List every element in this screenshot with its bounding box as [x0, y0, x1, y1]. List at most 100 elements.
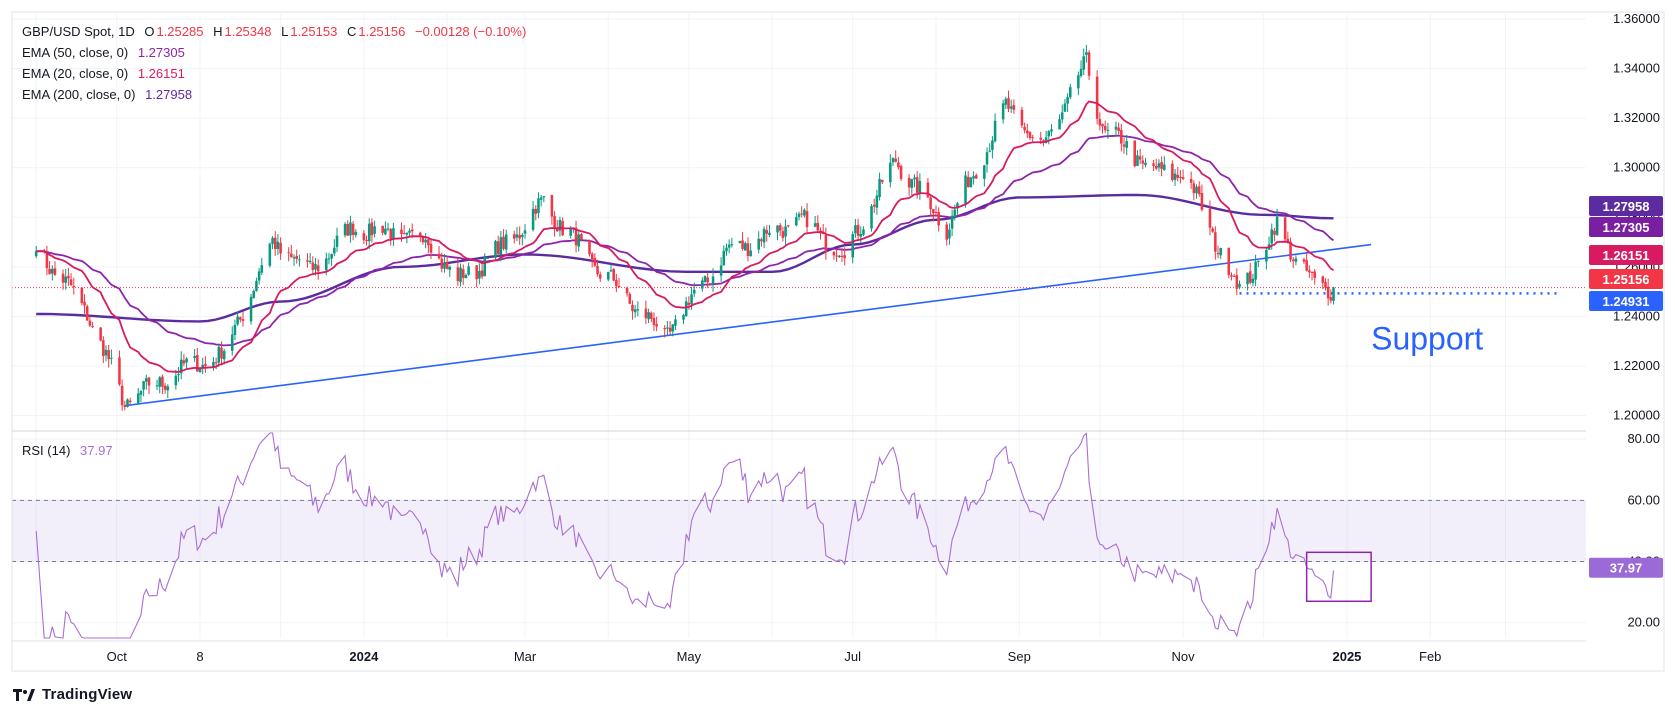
candle-body: [1079, 68, 1083, 76]
candle-body: [1248, 271, 1252, 283]
candle-body: [1305, 260, 1308, 271]
candle-body: [239, 317, 242, 320]
candle-body: [80, 287, 84, 304]
legend-c-label: C: [346, 24, 357, 39]
candle-body: [354, 231, 358, 236]
candle-body: [295, 255, 298, 259]
ascending-trendline: [124, 243, 1372, 407]
candle-body: [537, 198, 540, 214]
price-tag-bg: [1589, 245, 1663, 265]
candle-body: [1310, 272, 1314, 274]
candle-body: [386, 228, 390, 230]
candle-body: [222, 350, 226, 360]
candle-body: [1238, 283, 1241, 288]
candle-body: [918, 181, 922, 194]
candle-body: [255, 280, 258, 291]
candle-body: [515, 234, 519, 238]
candle-body: [410, 229, 414, 232]
legend-close: 1.25156: [358, 24, 406, 39]
candle-body: [424, 239, 427, 243]
candle-body: [220, 347, 223, 359]
candle-body: [805, 211, 809, 228]
time-tick-label: Feb: [1419, 649, 1441, 664]
candle-body: [910, 179, 914, 188]
chart-frame: [11, 11, 1665, 672]
candle-body: [577, 234, 581, 247]
candle-body: [61, 273, 65, 283]
candle-body: [179, 359, 183, 374]
candle-body: [1270, 229, 1274, 244]
candle-body: [1160, 162, 1163, 169]
candle-body: [666, 327, 669, 329]
candle-body: [1235, 275, 1239, 289]
candle-body: [969, 177, 973, 188]
candle-body: [722, 250, 726, 266]
candle-body: [607, 271, 610, 280]
candle-body: [709, 283, 712, 285]
candle-body: [292, 257, 296, 259]
candle-body: [746, 243, 750, 256]
candle-body: [483, 257, 487, 277]
candle-body: [531, 208, 535, 230]
candle-body: [1031, 137, 1034, 139]
price-tick-label: 1.24000: [1613, 308, 1660, 323]
candle-body: [147, 377, 151, 386]
candle-body: [513, 234, 516, 239]
legend-l-label: L: [281, 24, 289, 39]
candle-body: [1232, 275, 1236, 277]
candle-body: [889, 162, 892, 183]
candle-body: [276, 241, 280, 250]
legend-open: 1.25285: [156, 24, 204, 39]
candle-body: [757, 238, 760, 250]
candle-body: [1265, 249, 1268, 262]
candle-body: [835, 255, 838, 257]
candle-body: [373, 226, 376, 234]
candle-body: [166, 386, 170, 391]
candle-body: [625, 287, 629, 294]
candle-body: [99, 327, 102, 341]
footer[interactable]: TradingView: [12, 686, 132, 703]
candle-body: [975, 175, 978, 179]
candle-body: [1332, 287, 1335, 301]
candle-body: [727, 244, 731, 248]
candle-body: [123, 405, 127, 407]
time-tick-label: 2025: [1332, 649, 1361, 664]
candle-body: [813, 223, 817, 227]
candle-body: [1171, 163, 1174, 181]
candle-body: [405, 232, 409, 235]
candle-body: [128, 400, 132, 403]
candle-body: [636, 309, 640, 311]
candle-body: [212, 361, 215, 367]
candle-body: [104, 349, 108, 356]
candle-body: [486, 257, 489, 259]
time-tick-label: Mar: [514, 649, 537, 664]
price-tick-label: 1.36000: [1613, 11, 1660, 26]
candle-body: [421, 235, 425, 243]
legend-ema50-value: 1.27305: [137, 45, 185, 60]
candle-body: [1302, 259, 1306, 262]
candle-body: [1291, 259, 1295, 262]
candle-body: [631, 304, 634, 312]
candle-body: [1087, 52, 1091, 76]
candle-body: [558, 219, 562, 231]
candle-body: [1227, 247, 1231, 275]
candle-body: [985, 152, 989, 165]
price-tags: 1.27958 1.27305 1.26151 1.25156 1.24931 37.97: [1589, 196, 1663, 578]
candle-body: [1001, 103, 1005, 120]
legend-high: 1.25348: [224, 24, 272, 39]
candle-body: [475, 265, 478, 280]
candle-body: [362, 233, 366, 241]
candle-body: [333, 247, 336, 254]
candle-body: [555, 227, 559, 232]
candle-body: [872, 204, 876, 207]
time-axis[interactable]: Oct 8 2024 Mar May Jul Sep Nov 2025 Feb: [107, 649, 1442, 664]
candle-body: [499, 237, 503, 255]
candle-body: [367, 223, 371, 242]
candle-body: [163, 385, 167, 390]
candle-body: [351, 223, 355, 235]
price-axis[interactable]: 1.360001.340001.320001.300001.280001.260…: [1613, 11, 1660, 423]
candle-body: [824, 235, 828, 253]
candle-body: [1208, 208, 1212, 228]
